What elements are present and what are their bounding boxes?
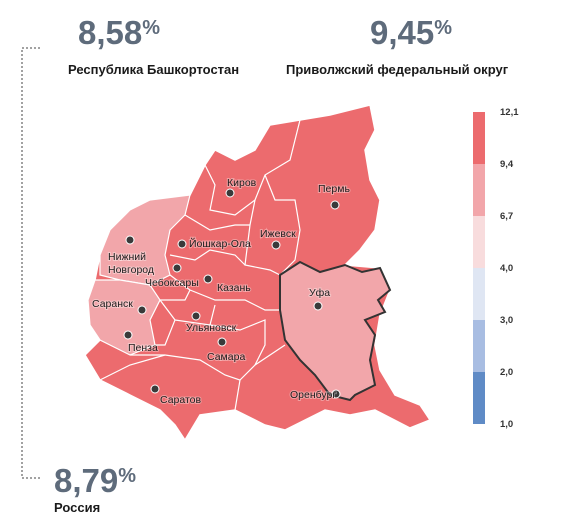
city-dot [150,384,160,394]
legend-label: 1,0 [500,419,513,430]
stat-value: 8,79% [54,462,136,499]
legend-label: 2,0 [500,367,513,378]
city-label: Уфа [309,287,330,299]
bashkortostan-region [279,260,392,402]
city-dot [172,263,182,273]
legend-label: 6,7 [500,211,513,222]
border [209,319,266,381]
border [189,289,280,311]
city-dot [217,337,227,347]
city-dot [331,389,341,399]
legend-swatch [473,320,485,372]
city-label: Саратов [160,394,202,406]
cities: Киров Пермь Ижевск Йошкар-Ола НижнийНовгород… [91,176,351,407]
city-label: Саранск [92,298,133,310]
legend-swatch [473,268,485,320]
map [84,104,432,442]
city-label: Йошкар-Ола [189,237,251,250]
stat-number: 8,79 [54,462,118,499]
border [130,354,241,411]
city-label: Пермь [318,183,350,195]
border [155,299,176,346]
borders [99,119,301,411]
stat-unit: % [118,465,136,487]
city-label: Пенза [128,342,158,354]
border [184,214,250,231]
stat-unit: % [142,17,160,39]
stat-value: 8,58% [78,14,160,51]
bracket [21,47,40,479]
border [254,344,286,366]
legend-label: 12,1 [500,107,519,118]
city-dot [137,305,147,315]
legend-label: 4,0 [500,263,513,274]
stats: 8,58% Республика Башкортостан 9,45% Приволж… [54,14,509,515]
border [99,354,166,381]
legend-label: 9,4 [500,159,514,170]
city-label: Киров [227,177,257,189]
legend-label: 3,0 [500,315,513,326]
stat-label: Россия [54,500,100,515]
city-dot [177,239,187,249]
border [160,274,191,301]
border [264,174,301,276]
city-label: Казань [217,282,251,294]
city-dot [225,188,235,198]
city-dot [330,200,340,210]
legend-swatch [473,112,485,164]
border [169,249,246,266]
stat-unit: % [434,17,452,39]
legend-swatch [473,164,485,216]
legend: 12,1 9,4 6,7 4,0 3,0 2,0 1,0 [473,107,519,430]
stat-number: 9,45 [370,14,434,51]
city-dot [191,311,201,321]
city-label: Ульяновск [186,322,237,334]
city-label: Самара [207,351,245,363]
stat-number: 8,58 [78,14,142,51]
city-dot [123,330,133,340]
legend-swatch [473,216,485,268]
stat-label: Приволжский федеральный округ [286,62,509,77]
city-label: Чебоксары [145,277,199,289]
city-dot [271,240,281,250]
city-label: Оренбург [290,389,336,401]
city-dot [203,274,213,284]
city-label: Нижний [108,251,146,263]
city-label: Новгород [108,264,154,276]
bracket-line [21,47,40,479]
stat-label: Республика Башкортостан [68,62,239,77]
legend-swatch [473,372,485,424]
border [204,119,301,216]
city-label: Ижевск [260,228,296,240]
city-dot [125,235,135,245]
stat-value: 9,45% [370,14,452,51]
city-dot [313,301,323,311]
nizhny-region [99,194,191,286]
